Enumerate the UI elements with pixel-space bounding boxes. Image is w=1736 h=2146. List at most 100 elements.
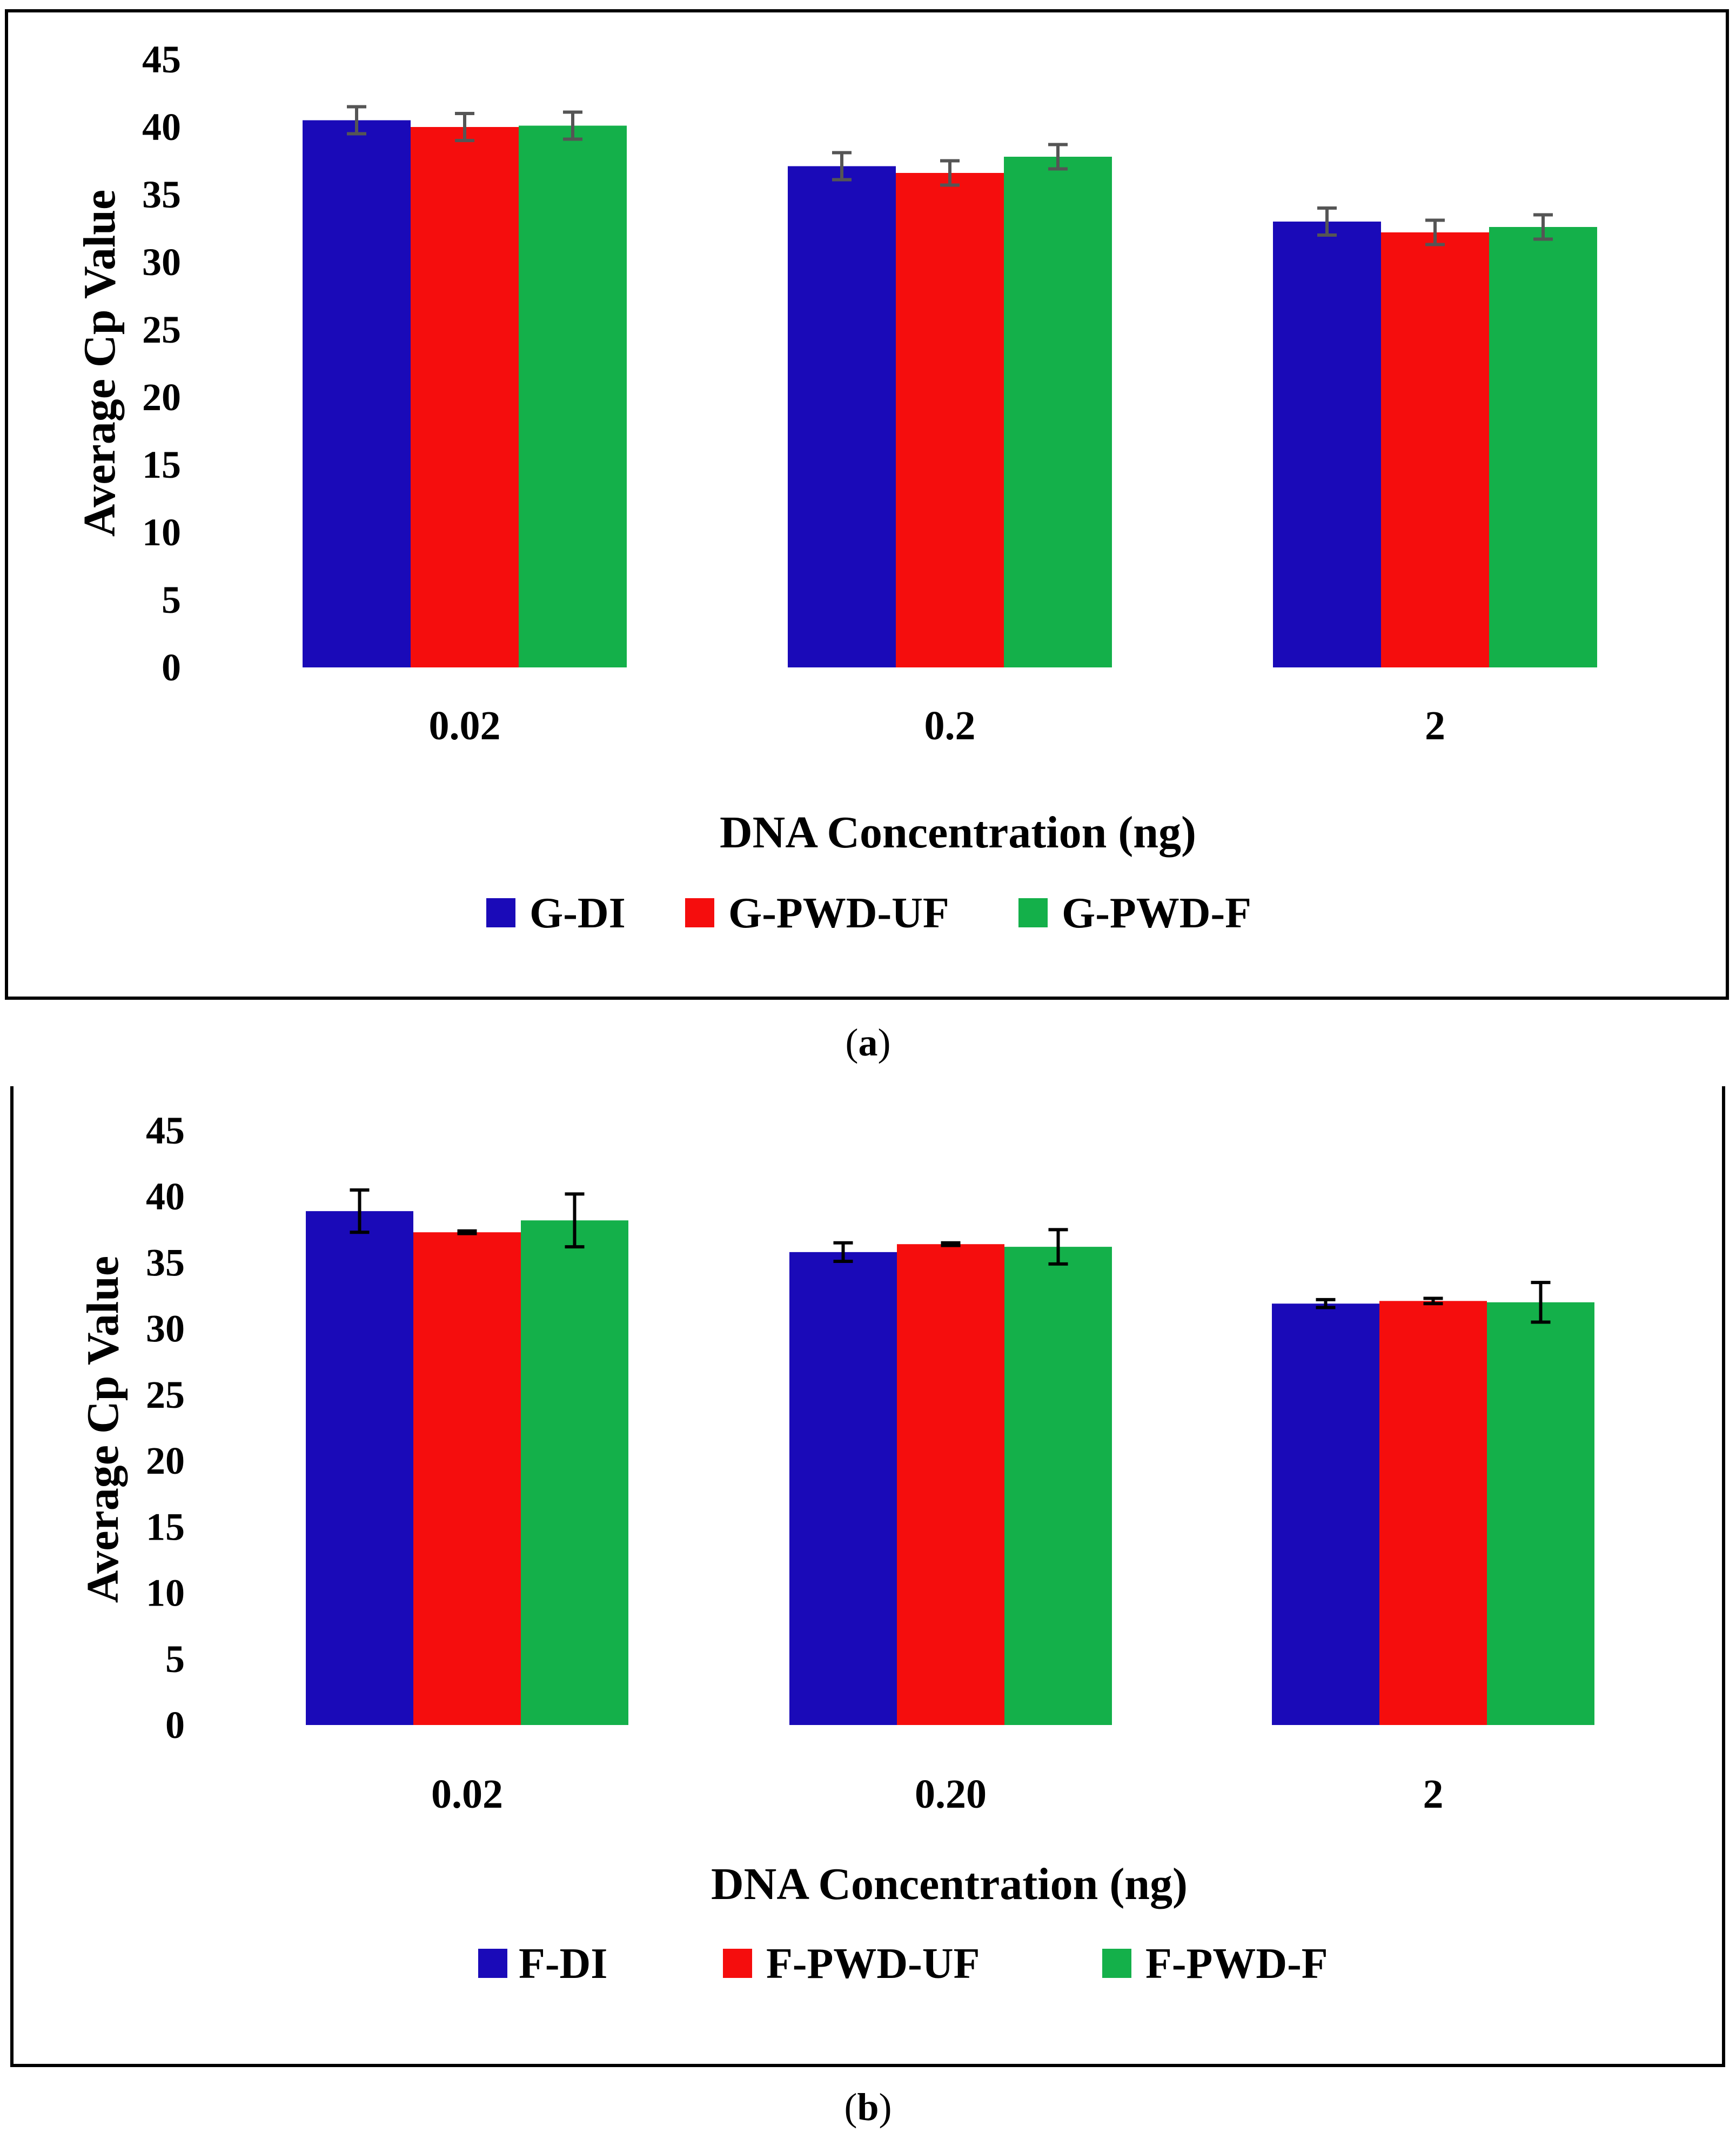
chart-b-bar-F-PWD-F-0.02: [521, 1220, 628, 1725]
chart-b-legend: F-DI F-PWD-UF F-PWD-F: [478, 1940, 1328, 1988]
chart-a-xticks: 0.02 0.2 2: [429, 703, 1446, 748]
chart-a-ytick-5: 5: [162, 578, 181, 621]
legend-swatch: [723, 1949, 752, 1978]
chart-a-errorbar-G-PWD-F-2: [1533, 213, 1553, 241]
chart-a-ytick-20: 20: [142, 376, 181, 419]
chart-b-bars: [306, 1211, 1594, 1725]
legend-label: F-PWD-UF: [766, 1940, 980, 1988]
chart-a-bar-G-DI-0.02: [303, 120, 411, 667]
chart-a-errorbar-G-DI-2: [1317, 206, 1337, 237]
legend-label: G-PWD-F: [1062, 890, 1251, 937]
chart-a-ytick-45: 45: [142, 38, 181, 81]
chart-a-bar-G-DI-0.2: [788, 166, 896, 667]
chart-b-bar-F-PWD-UF-2: [1379, 1301, 1487, 1725]
chart-a-bar-G-DI-2: [1273, 222, 1381, 667]
chart-a-legend: G-DI G-PWD-UF G-PWD-F: [486, 890, 1251, 937]
chart-a-errorbar-G-PWD-F-0.2: [1048, 143, 1068, 171]
chart-a-yticks: 0 5 10 15 20 25 30 35 40 45: [142, 38, 181, 689]
chart-a-bar-G-PWD-F-0.2: [1004, 157, 1112, 667]
chart-b-legend-item-F-DI: F-DI: [478, 1940, 607, 1988]
chart-a-bar-G-PWD-UF-0.02: [411, 127, 519, 667]
chart-a-ytick-25: 25: [142, 308, 181, 351]
chart-a-ytick-0: 0: [162, 646, 181, 689]
legend-label: F-DI: [519, 1940, 607, 1988]
chart-a-legend-item-G-PWD-UF: G-PWD-UF: [685, 890, 949, 937]
chart-b-errorbar-F-PWD-F-0.02: [565, 1192, 585, 1249]
chart-a-xtick-2: 2: [1425, 703, 1445, 748]
chart-a: 0 5 10 15 20 25 30 35 40 45 0.02 0.2 2 Average Cp V…: [5, 9, 1729, 1000]
chart-a-xlabel: DNA Concentration (ng): [720, 807, 1196, 858]
legend-swatch: [1018, 898, 1048, 927]
chart-a-bar-G-PWD-F-2: [1489, 227, 1597, 667]
chart-b-xticks: 0.02 0.20 2: [431, 1771, 1444, 1817]
chart-b-bar-F-PWD-F-0.20: [1004, 1247, 1112, 1725]
chart-b-ytick-10: 10: [146, 1572, 185, 1615]
chart-b-ytick-20: 20: [146, 1439, 185, 1482]
chart-b-ytick-0: 0: [165, 1703, 185, 1747]
chart-b-errorbars: [350, 1188, 1551, 1324]
chart-a-xtick-0.2: 0.2: [924, 703, 976, 748]
chart-b-bar-F-PWD-UF-0.02: [413, 1232, 521, 1725]
chart-a-errorbar-G-PWD-UF-2: [1425, 218, 1445, 246]
chart-a-bar-G-PWD-F-0.02: [519, 125, 627, 667]
legend-label: F-PWD-F: [1145, 1940, 1328, 1988]
chart-b-errorbar-F-DI-2: [1316, 1298, 1336, 1309]
chart-b-bar-F-DI-2: [1272, 1303, 1379, 1725]
chart-a-legend-item-G-DI: G-DI: [486, 890, 626, 937]
chart-b-xtick-0.20: 0.20: [915, 1771, 987, 1817]
chart-b-bar-F-PWD-F-2: [1487, 1302, 1594, 1725]
caption-a: (a): [845, 1021, 891, 1064]
chart-a-errorbar-G-DI-0.2: [832, 151, 852, 182]
chart-b-ylabel: Average Cp Value: [78, 1256, 128, 1603]
legend-swatch: [1102, 1949, 1131, 1978]
chart-b-ytick-25: 25: [146, 1373, 185, 1416]
chart-b-errorbar-F-PWD-F-2: [1531, 1281, 1551, 1324]
chart-a-ytick-10: 10: [142, 511, 181, 554]
chart-a-errorbar-G-PWD-UF-0.2: [940, 159, 960, 187]
chart-a-bar-G-PWD-UF-0.2: [896, 173, 1004, 667]
chart-b-xtick-0.02: 0.02: [431, 1771, 503, 1817]
chart-b-bar-F-DI-0.02: [306, 1211, 413, 1725]
legend-swatch: [478, 1949, 507, 1978]
chart-b-errorbar-F-PWD-UF-0.20: [941, 1241, 961, 1247]
legend-label: G-PWD-UF: [728, 890, 949, 937]
chart-b-ytick-40: 40: [146, 1175, 185, 1218]
caption-b-letter: b: [857, 2085, 879, 2129]
chart-b-errorbar-F-PWD-UF-2: [1423, 1296, 1443, 1306]
chart-b-errorbar-F-DI-0.02: [350, 1188, 370, 1234]
chart-b-frame: [10, 1086, 1725, 2067]
chart-a-bar-G-PWD-UF-2: [1381, 232, 1489, 667]
chart-a-xtick-0.02: 0.02: [429, 703, 501, 748]
chart-b-legend-item-F-PWD-F: F-PWD-F: [1102, 1940, 1328, 1988]
legend-swatch: [685, 898, 714, 927]
chart-a-ytick-35: 35: [142, 173, 181, 216]
chart-b-ytick-5: 5: [165, 1637, 185, 1681]
chart-b-ytick-30: 30: [146, 1307, 185, 1351]
chart-b-legend-item-F-PWD-UF: F-PWD-UF: [723, 1940, 980, 1988]
chart-a-ylabel: Average Cp Value: [75, 190, 125, 537]
chart-a-errorbar-G-PWD-UF-0.02: [455, 112, 474, 142]
chart-b-errorbar-F-DI-0.20: [833, 1241, 853, 1263]
caption-b: (b): [844, 2085, 892, 2129]
chart-a-errorbar-G-PWD-F-0.02: [563, 110, 582, 141]
chart-b-xlabel: DNA Concentration (ng): [711, 1859, 1188, 1909]
chart-b-ytick-35: 35: [146, 1241, 185, 1284]
chart-a-bars: [303, 120, 1597, 667]
chart-b-bar-F-DI-0.20: [789, 1252, 897, 1725]
chart-b-bar-F-PWD-UF-0.20: [897, 1244, 1004, 1725]
chart-b-xtick-2: 2: [1423, 1771, 1444, 1817]
chart-a-errorbars: [347, 105, 1553, 246]
chart-b-ytick-15: 15: [146, 1505, 185, 1548]
chart-a-frame: [5, 9, 1729, 1000]
chart-a-errorbar-G-DI-0.02: [347, 105, 366, 136]
chart-a-ytick-30: 30: [142, 240, 181, 284]
chart-a-legend-item-G-PWD-F: G-PWD-F: [1018, 890, 1251, 937]
chart-b-yticks: 0 5 10 15 20 25 30 35 40 45: [146, 1109, 185, 1747]
chart-a-ytick-40: 40: [142, 105, 181, 149]
chart-b-errorbar-F-PWD-F-0.20: [1048, 1228, 1068, 1266]
legend-swatch: [486, 898, 515, 927]
chart-b-ytick-45: 45: [146, 1109, 185, 1152]
chart-a-ytick-15: 15: [142, 443, 181, 486]
chart-b-errorbar-F-PWD-UF-0.02: [457, 1229, 477, 1235]
